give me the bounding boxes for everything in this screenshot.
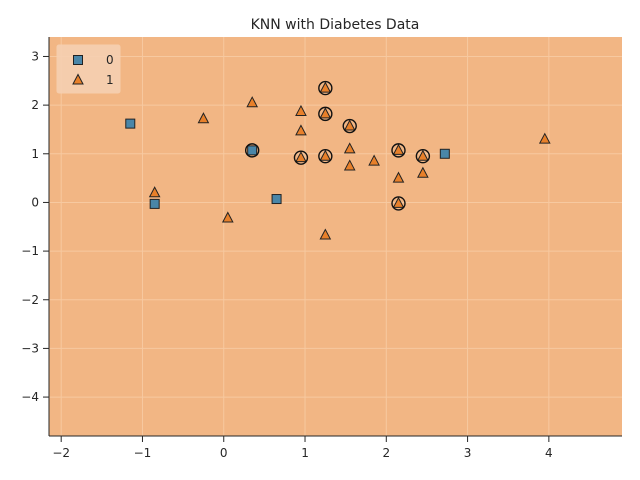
- class-1-point: [343, 119, 356, 131]
- x-tick-label: 3: [464, 446, 472, 460]
- highlight-ring: [244, 143, 260, 158]
- class-0-point: [125, 118, 136, 129]
- chart-title: KNN with Diabetes Data: [251, 17, 420, 33]
- x-tick-label: −2: [52, 446, 70, 460]
- class-1-point: [319, 107, 332, 119]
- x-tick-label: 2: [382, 446, 390, 460]
- highlight-ring: [318, 80, 333, 96]
- class-0-point: [439, 148, 450, 159]
- class-1-point: [148, 186, 161, 198]
- legend-marker: [72, 73, 84, 85]
- data-points: [125, 80, 551, 240]
- y-tick-label: 2: [31, 98, 39, 112]
- highlight-ring: [391, 196, 406, 211]
- x-tick-label: 0: [220, 446, 228, 460]
- y-tick-label: −2: [21, 293, 39, 307]
- y-tick-label: 1: [31, 147, 39, 161]
- highlight-ring: [342, 118, 357, 134]
- y-tick-label: −3: [21, 341, 39, 355]
- class-1-point: [295, 124, 307, 136]
- decision-region: [49, 37, 622, 436]
- class-1-point: [392, 196, 405, 208]
- legend-box: [56, 44, 121, 94]
- legend-label: 1: [106, 73, 114, 87]
- class-1-point: [392, 143, 405, 155]
- legend-label: 0: [106, 53, 114, 67]
- highlight-ring: [318, 149, 333, 164]
- class-1-point: [368, 154, 380, 166]
- y-tick-label: −4: [21, 390, 39, 404]
- class-1-point: [319, 149, 332, 161]
- legend: 01: [56, 44, 121, 94]
- class-1-point: [221, 211, 234, 223]
- x-tick-label: −1: [134, 446, 152, 460]
- highlight-ring: [293, 150, 309, 165]
- legend-marker: [73, 55, 83, 65]
- x-tick-label: 1: [301, 446, 309, 460]
- grid-lines: [49, 37, 622, 436]
- class-1-point: [417, 166, 429, 178]
- y-tick-label: −1: [21, 244, 39, 258]
- highlight-ring: [318, 106, 333, 122]
- y-tick-label: 3: [31, 49, 39, 63]
- class-1-point: [343, 142, 356, 154]
- class-0-point: [149, 198, 160, 209]
- class-1-point: [392, 171, 405, 183]
- class-1-point: [295, 151, 307, 163]
- class-1-point: [538, 132, 551, 144]
- class-1-point: [417, 149, 429, 161]
- class-0-point: [247, 145, 258, 156]
- class-1-point: [343, 159, 356, 171]
- class-1-point: [319, 228, 332, 240]
- highlight-ring: [415, 149, 431, 164]
- class-1-point: [295, 104, 307, 116]
- x-tick-label: 4: [545, 446, 553, 460]
- plot-area: [49, 37, 622, 436]
- class-1-point: [246, 96, 259, 108]
- class-0-point: [271, 194, 282, 205]
- class-1-point: [319, 81, 332, 93]
- class-1-point: [197, 112, 210, 124]
- y-tick-label: 0: [31, 195, 39, 209]
- highlight-ring: [391, 143, 406, 158]
